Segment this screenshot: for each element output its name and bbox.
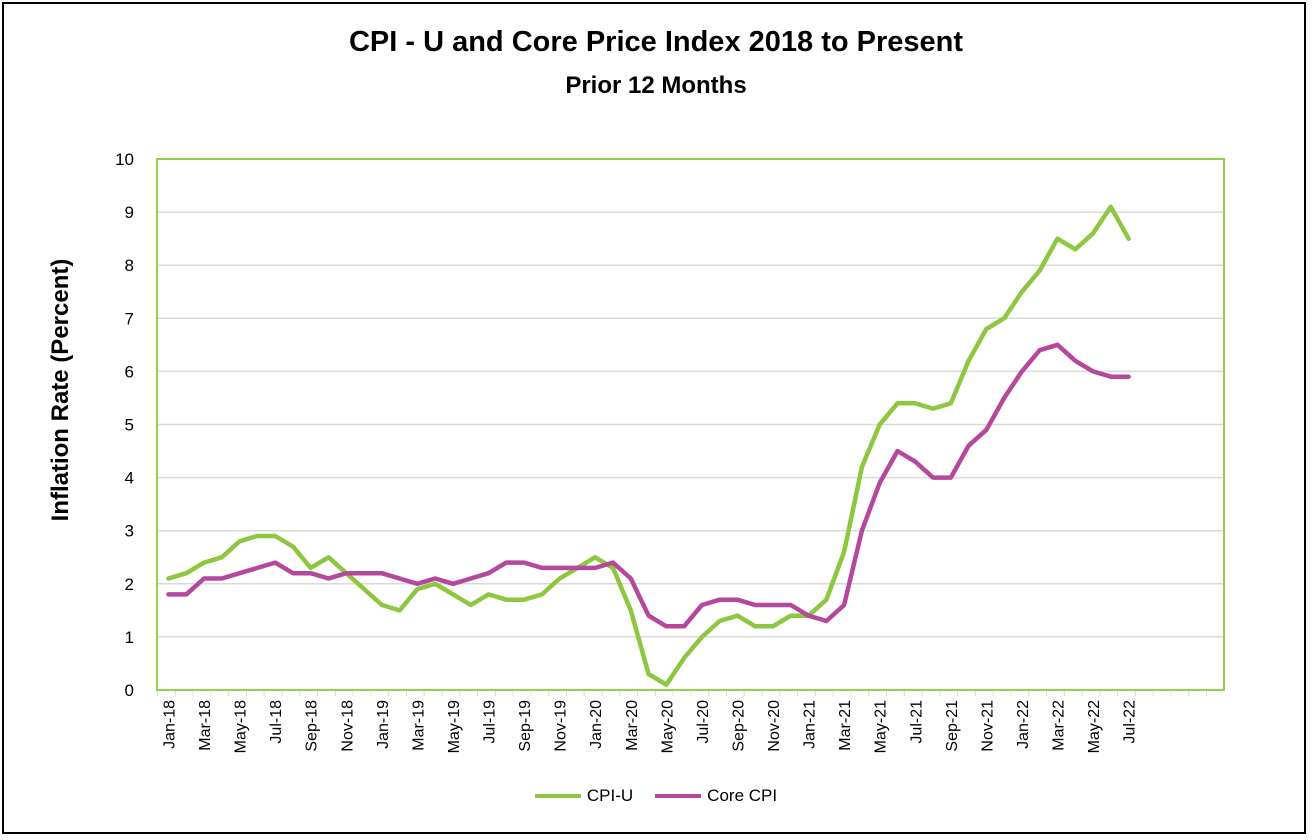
- y-tick-labels: 0 1 2 3 4 5 6 7 8 9 10: [115, 150, 134, 700]
- y-tick-label: 8: [125, 256, 134, 275]
- x-tick-label: Mar-19: [410, 700, 427, 751]
- x-tick-label: Jan-19: [375, 700, 392, 749]
- legend-label-core-cpi: Core CPI: [707, 786, 778, 805]
- x-tick-label: Jul-18: [268, 700, 285, 744]
- series-line-core-cpi: [166, 342, 1131, 629]
- chart-title: CPI - U and Core Price Index 2018 to Pre…: [348, 26, 964, 58]
- y-tick-label: 3: [125, 522, 134, 541]
- x-tick-label: Jul-20: [695, 700, 712, 744]
- x-tick-label: Jul-19: [482, 700, 499, 744]
- legend-swatch-cpi-u: [534, 794, 581, 798]
- x-tick-label: Jan-21: [802, 700, 819, 749]
- gridlines: [157, 211, 1224, 638]
- x-tick-label: Jan-18: [162, 700, 179, 749]
- x-tick-label: May-21: [873, 700, 890, 753]
- legend-swatch-core-cpi: [655, 794, 702, 798]
- legend: CPI-U Core CPI: [0, 786, 1312, 806]
- x-tick-label: May-19: [446, 700, 463, 753]
- legend-item-core-cpi: Core CPI: [655, 786, 777, 806]
- y-tick-label: 4: [125, 469, 134, 488]
- x-tick-label: May-20: [659, 700, 676, 753]
- y-tick-label: 5: [125, 416, 134, 435]
- x-tick-label: Sep-20: [730, 700, 747, 752]
- y-tick-label: 9: [125, 203, 134, 222]
- x-tick-label: Jul-21: [908, 700, 925, 744]
- x-tick-label: Mar-20: [624, 700, 641, 751]
- x-tick-label: Mar-21: [837, 700, 854, 751]
- x-tick-label: Jan-20: [588, 700, 605, 749]
- x-tick-label: Jan-22: [1015, 700, 1032, 749]
- x-tick-label: Sep-19: [517, 700, 534, 752]
- y-tick-label: 7: [125, 309, 134, 328]
- y-tick-label: 1: [125, 628, 134, 647]
- chart-subtitle: Prior 12 Months: [565, 72, 747, 99]
- x-tick-label: Jul-22: [1122, 700, 1139, 744]
- legend-label-cpi-u: CPI-U: [586, 786, 634, 805]
- x-tick-label: Nov-18: [339, 700, 356, 752]
- x-tick-label: Mar-18: [197, 700, 214, 751]
- series-lines: [166, 204, 1131, 687]
- x-tick-label: Sep-18: [304, 700, 321, 752]
- legend-item-cpi-u: CPI-U: [534, 786, 634, 806]
- x-tick-label: May-22: [1086, 700, 1103, 753]
- x-tick-label: Nov-19: [553, 700, 570, 752]
- y-tick-label: 10: [115, 150, 134, 169]
- plot-area-border: [156, 158, 1225, 691]
- x-tick-label: May-18: [233, 700, 250, 753]
- x-tick-label: Nov-21: [979, 700, 996, 752]
- series-line-cpi-u: [166, 204, 1131, 687]
- y-tick-label: 6: [125, 362, 134, 381]
- x-tick-labels: Jan-18 Mar-18 May-18 Jul-18 Sep-18 Nov-18 Jan-…: [162, 700, 1139, 753]
- x-tick-label: Mar-22: [1051, 700, 1068, 751]
- x-tick-label: Nov-20: [766, 700, 783, 752]
- y-tick-label: 0: [125, 681, 134, 700]
- x-tick-label: Sep-21: [944, 700, 961, 752]
- y-tick-label: 2: [125, 575, 134, 594]
